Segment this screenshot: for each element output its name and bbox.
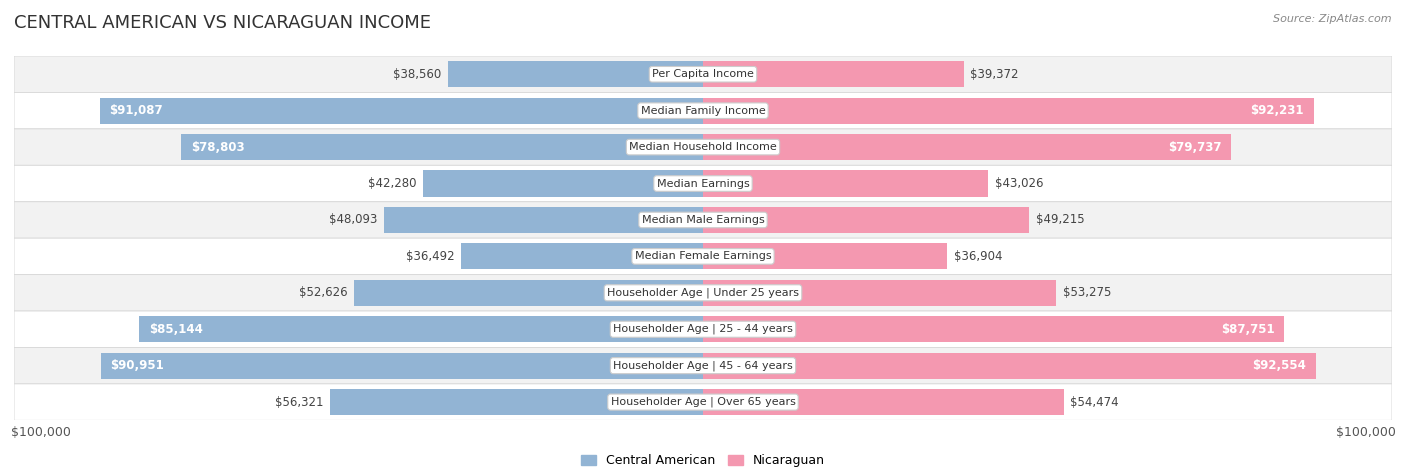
Text: CENTRAL AMERICAN VS NICARAGUAN INCOME: CENTRAL AMERICAN VS NICARAGUAN INCOME	[14, 14, 432, 32]
Bar	[181, 134, 703, 160]
Text: Median Family Income: Median Family Income	[641, 106, 765, 116]
Text: $38,560: $38,560	[392, 68, 441, 81]
FancyBboxPatch shape	[14, 202, 1392, 238]
FancyBboxPatch shape	[14, 275, 1392, 311]
Text: $91,087: $91,087	[110, 104, 163, 117]
FancyBboxPatch shape	[14, 311, 1392, 347]
Bar	[703, 316, 1284, 342]
Text: $43,026: $43,026	[994, 177, 1043, 190]
Bar	[330, 389, 703, 415]
Text: Median Household Income: Median Household Income	[628, 142, 778, 152]
Bar	[703, 61, 965, 87]
Text: $53,275: $53,275	[1063, 286, 1111, 299]
FancyBboxPatch shape	[14, 347, 1392, 384]
Text: $48,093: $48,093	[329, 213, 378, 226]
FancyBboxPatch shape	[14, 129, 1392, 165]
Text: Source: ZipAtlas.com: Source: ZipAtlas.com	[1274, 14, 1392, 24]
Text: Householder Age | 25 - 44 years: Householder Age | 25 - 44 years	[613, 324, 793, 334]
Bar	[703, 280, 1056, 306]
Text: $49,215: $49,215	[1036, 213, 1084, 226]
FancyBboxPatch shape	[14, 165, 1392, 202]
FancyBboxPatch shape	[14, 92, 1392, 129]
Bar	[354, 280, 703, 306]
Bar	[703, 207, 1029, 233]
Text: Per Capita Income: Per Capita Income	[652, 69, 754, 79]
Text: $85,144: $85,144	[149, 323, 202, 336]
Text: $54,474: $54,474	[1070, 396, 1119, 409]
Text: $36,492: $36,492	[406, 250, 454, 263]
Bar	[703, 353, 1316, 379]
Text: Householder Age | Over 65 years: Householder Age | Over 65 years	[610, 397, 796, 407]
Text: Median Male Earnings: Median Male Earnings	[641, 215, 765, 225]
Text: $52,626: $52,626	[299, 286, 347, 299]
Text: Householder Age | Under 25 years: Householder Age | Under 25 years	[607, 288, 799, 298]
Text: $42,280: $42,280	[368, 177, 416, 190]
Bar	[384, 207, 703, 233]
Bar	[100, 98, 703, 124]
Bar	[423, 170, 703, 197]
Text: $78,803: $78,803	[191, 141, 245, 154]
Text: $36,904: $36,904	[955, 250, 1002, 263]
Text: $56,321: $56,321	[274, 396, 323, 409]
Text: Householder Age | 45 - 64 years: Householder Age | 45 - 64 years	[613, 361, 793, 371]
Text: Median Earnings: Median Earnings	[657, 178, 749, 189]
Text: Median Female Earnings: Median Female Earnings	[634, 251, 772, 262]
Bar	[703, 98, 1315, 124]
Text: $92,554: $92,554	[1253, 359, 1306, 372]
Text: $79,737: $79,737	[1168, 141, 1222, 154]
Bar	[703, 389, 1064, 415]
Bar	[703, 134, 1232, 160]
FancyBboxPatch shape	[14, 384, 1392, 420]
FancyBboxPatch shape	[14, 238, 1392, 275]
Bar	[703, 170, 988, 197]
Bar	[447, 61, 703, 87]
Text: $90,951: $90,951	[111, 359, 165, 372]
Bar	[461, 243, 703, 269]
Legend: Central American, Nicaraguan: Central American, Nicaraguan	[576, 449, 830, 467]
Text: $92,231: $92,231	[1250, 104, 1303, 117]
Bar	[703, 243, 948, 269]
Bar	[139, 316, 703, 342]
Text: $87,751: $87,751	[1220, 323, 1274, 336]
FancyBboxPatch shape	[14, 56, 1392, 92]
Text: $39,372: $39,372	[970, 68, 1019, 81]
Bar	[100, 353, 703, 379]
